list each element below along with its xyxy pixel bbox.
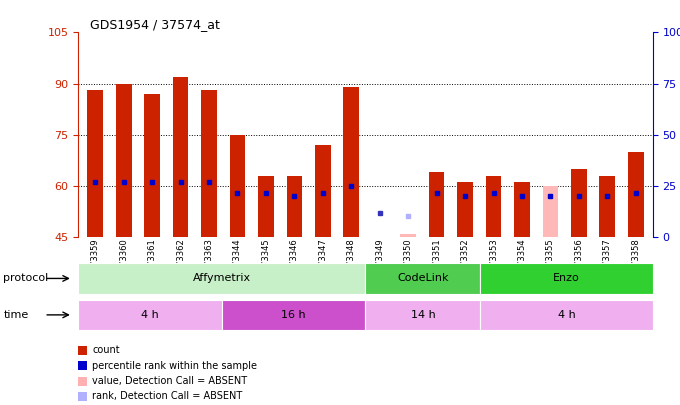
Bar (343, 87, 359, 237)
Bar (78, 300, 222, 330)
Text: protocol: protocol (3, 273, 49, 283)
Bar (88, 90, 103, 237)
Bar (457, 182, 473, 237)
Text: 4 h: 4 h (558, 310, 575, 320)
Text: rank, Detection Call = ABSENT: rank, Detection Call = ABSENT (92, 392, 243, 401)
Text: Enzo: Enzo (554, 273, 580, 283)
Bar (480, 263, 653, 294)
Bar (628, 152, 643, 237)
Bar (480, 300, 653, 330)
Bar (365, 300, 480, 330)
Bar (365, 263, 480, 294)
Bar (571, 169, 587, 237)
Bar (222, 300, 365, 330)
Text: time: time (3, 310, 29, 320)
Text: CodeLink: CodeLink (397, 273, 449, 283)
Text: Affymetrix: Affymetrix (193, 273, 251, 283)
Text: percentile rank within the sample: percentile rank within the sample (92, 361, 258, 371)
Bar (258, 176, 274, 237)
Text: value, Detection Call = ABSENT: value, Detection Call = ABSENT (92, 376, 248, 386)
Text: count: count (92, 345, 120, 355)
Bar (315, 145, 330, 237)
Text: 16 h: 16 h (282, 310, 306, 320)
Text: 4 h: 4 h (141, 310, 159, 320)
Bar (230, 134, 245, 237)
Bar (78, 263, 365, 294)
Bar (543, 186, 558, 237)
Bar (286, 176, 302, 237)
Bar (514, 182, 530, 237)
Bar (144, 94, 160, 237)
Text: 14 h: 14 h (411, 310, 435, 320)
Bar (543, 186, 558, 237)
Bar (173, 77, 188, 237)
Bar (486, 176, 501, 237)
Bar (429, 172, 445, 237)
Bar (600, 176, 615, 237)
Bar (401, 234, 416, 237)
Bar (201, 90, 217, 237)
Bar (116, 83, 131, 237)
Text: GDS1954 / 37574_at: GDS1954 / 37574_at (90, 18, 220, 31)
